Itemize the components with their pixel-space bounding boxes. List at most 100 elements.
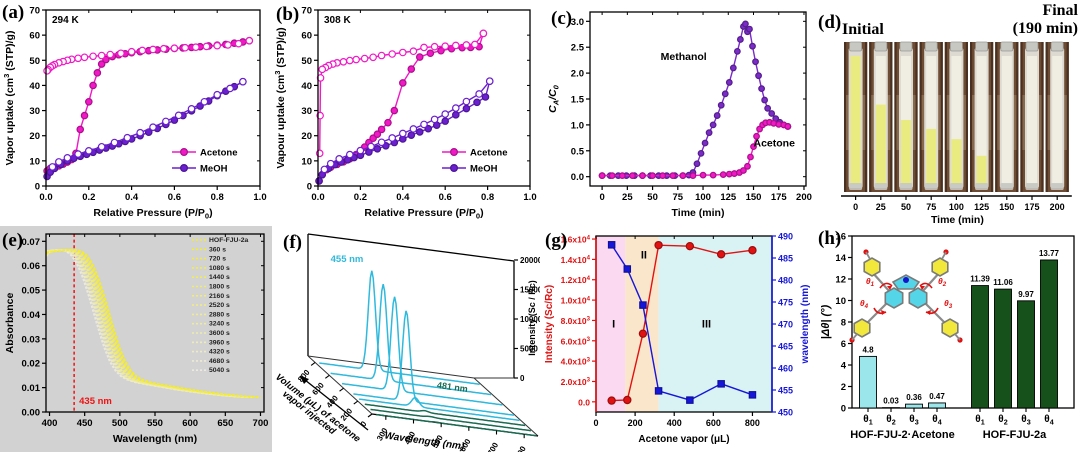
svg-text:Vapour uptake (cm3 (STP)/g): Vapour uptake (cm3 (STP)/g) <box>273 27 287 168</box>
svg-text:0.04: 0.04 <box>22 310 41 321</box>
svg-text:475: 475 <box>778 298 793 308</box>
svg-text:6: 6 <box>841 339 846 350</box>
breakthrough-chart: 0 25 50 75 100 125 150 175 200 0.0 0.5 1.0 1.5 2.0 2.5… <box>547 11 812 219</box>
svg-text:2.0: 2.0 <box>571 69 584 80</box>
svg-text:0.47: 0.47 <box>929 392 945 401</box>
svg-text:50: 50 <box>29 56 40 67</box>
molecule-inset: θ1 θ2 θ3 θ4 <box>849 249 963 343</box>
svg-text:wavelength (nm): wavelength (nm) <box>800 285 811 365</box>
svg-text:70: 70 <box>301 6 312 17</box>
svg-text:2520 s: 2520 s <box>209 302 230 309</box>
svg-text:Methanol: Methanol <box>661 51 707 63</box>
svg-text:0.4: 0.4 <box>125 192 139 203</box>
svg-text:1440 s: 1440 s <box>209 274 230 281</box>
svg-text:25: 25 <box>622 192 633 203</box>
panel-d: (d) Initial Final (190 min) 0 25 50 75 100 12… <box>818 0 1080 226</box>
svg-text:Wavelength (nm): Wavelength (nm) <box>113 433 197 445</box>
svg-text:MeOH: MeOH <box>470 164 498 175</box>
vial-photo-series: 0 25 50 75 100 125 150 175 200 Time (min) <box>841 41 1072 226</box>
svg-text:400: 400 <box>667 418 682 428</box>
svg-text:1.0x104: 1.0x104 <box>561 295 591 305</box>
svg-text:0.5: 0.5 <box>571 146 585 157</box>
svg-text:40: 40 <box>29 81 40 92</box>
panel-letter-b: (b) <box>276 4 300 25</box>
panel-letter-f: (f) <box>283 232 302 253</box>
svg-text:1.5: 1.5 <box>571 95 585 106</box>
svg-text:Vapor uptake (cm3 (STP)/g): Vapor uptake (cm3 (STP)/g) <box>2 31 16 166</box>
panel-letter-h: (h) <box>818 228 842 249</box>
svg-text:0.0: 0.0 <box>39 192 52 203</box>
svg-text:16: 16 <box>835 232 846 243</box>
svg-text:8.0x103: 8.0x103 <box>561 316 591 326</box>
svg-text:Wavelength (nm): Wavelength (nm) <box>384 430 466 452</box>
svg-text:435 nm: 435 nm <box>79 396 112 407</box>
svg-text:60: 60 <box>29 31 40 42</box>
svg-text:0: 0 <box>853 202 858 212</box>
panel-letter-e: (e) <box>2 230 24 251</box>
svg-text:θ1: θ1 <box>866 276 875 288</box>
svg-text:360 s: 360 s <box>209 246 226 253</box>
svg-text:60: 60 <box>301 31 312 42</box>
svg-text:0.0: 0.0 <box>571 172 584 183</box>
svg-text:308 K: 308 K <box>324 15 351 26</box>
svg-text:Acetone vapor (μL): Acetone vapor (μL) <box>638 434 729 445</box>
panel-h: (h) 0 2 4 6 8 10 12 14 16 |Δθ| (°) 4.8 θ1 0.03 θ2 0.36… <box>818 226 1080 452</box>
svg-text:800: 800 <box>513 444 528 452</box>
svg-text:100: 100 <box>695 192 711 203</box>
svg-text:700: 700 <box>253 418 269 429</box>
svg-text:550: 550 <box>147 418 163 429</box>
svg-text:50: 50 <box>301 56 312 67</box>
svg-text:Time (min): Time (min) <box>931 214 984 226</box>
svg-text:650: 650 <box>217 418 233 429</box>
svg-text:465: 465 <box>778 342 793 352</box>
svg-text:θ1: θ1 <box>975 414 984 427</box>
svg-text:θ1: θ1 <box>863 414 872 427</box>
svg-text:HOF-FJU-2·Acetone: HOF-FJU-2·Acetone <box>850 429 955 441</box>
svg-text:1800 s: 1800 s <box>209 284 230 291</box>
svg-text:20000: 20000 <box>520 256 540 265</box>
svg-text:10: 10 <box>301 156 312 167</box>
svg-text:14: 14 <box>835 253 846 264</box>
svg-text:0: 0 <box>35 182 40 193</box>
svg-text:30: 30 <box>301 106 312 117</box>
svg-text:Intensity (Sc / Rc): Intensity (Sc / Rc) <box>527 280 537 356</box>
svg-text:Intensity (Sc/Rc): Intensity (Sc/Rc) <box>544 285 555 363</box>
svg-text:0: 0 <box>520 374 525 383</box>
svg-text:θ4: θ4 <box>860 298 869 310</box>
svg-text:100: 100 <box>949 202 964 212</box>
isotherm-294k-chart: 0.0 0.2 0.4 0.6 0.8 1.0 0 10 20 30 40 50 60 70 Relativ… <box>2 6 267 221</box>
svg-text:5000: 5000 <box>520 345 538 354</box>
svg-text:2160 s: 2160 s <box>209 293 230 300</box>
svg-text:9.97: 9.97 <box>1018 290 1034 299</box>
svg-text:θ3: θ3 <box>944 298 953 310</box>
svg-text:25: 25 <box>876 202 886 212</box>
svg-text:Relative Pressure (P/P0): Relative Pressure (P/P0) <box>364 207 483 221</box>
svg-text:40: 40 <box>301 81 312 92</box>
svg-text:20: 20 <box>301 131 312 142</box>
svg-text:481 nm: 481 nm <box>436 380 468 394</box>
svg-text:MeOH: MeOH <box>200 164 228 175</box>
svg-text:485: 485 <box>778 254 793 264</box>
svg-text:0.02: 0.02 <box>22 359 41 370</box>
svg-text:50: 50 <box>647 192 658 203</box>
svg-text:1.0: 1.0 <box>523 192 536 203</box>
svg-text:455: 455 <box>778 386 793 396</box>
svg-text:Time (min): Time (min) <box>672 207 725 219</box>
svg-text:0: 0 <box>841 404 846 415</box>
svg-text:500: 500 <box>112 418 128 429</box>
svg-text:θ3: θ3 <box>909 414 918 427</box>
svg-text:75: 75 <box>926 202 936 212</box>
svg-text:75: 75 <box>673 192 684 203</box>
svg-text:0: 0 <box>307 182 312 193</box>
svg-text:20: 20 <box>29 131 40 142</box>
svg-text:1.0: 1.0 <box>571 120 584 131</box>
svg-text:1.4x104: 1.4x104 <box>561 255 591 265</box>
svg-text:15000: 15000 <box>520 286 540 295</box>
svg-text:125: 125 <box>720 192 737 203</box>
svg-text:1.2x104: 1.2x104 <box>561 275 591 285</box>
svg-text:10: 10 <box>29 156 40 167</box>
svg-text:0.4: 0.4 <box>396 192 410 203</box>
svg-text:10000: 10000 <box>520 315 540 324</box>
